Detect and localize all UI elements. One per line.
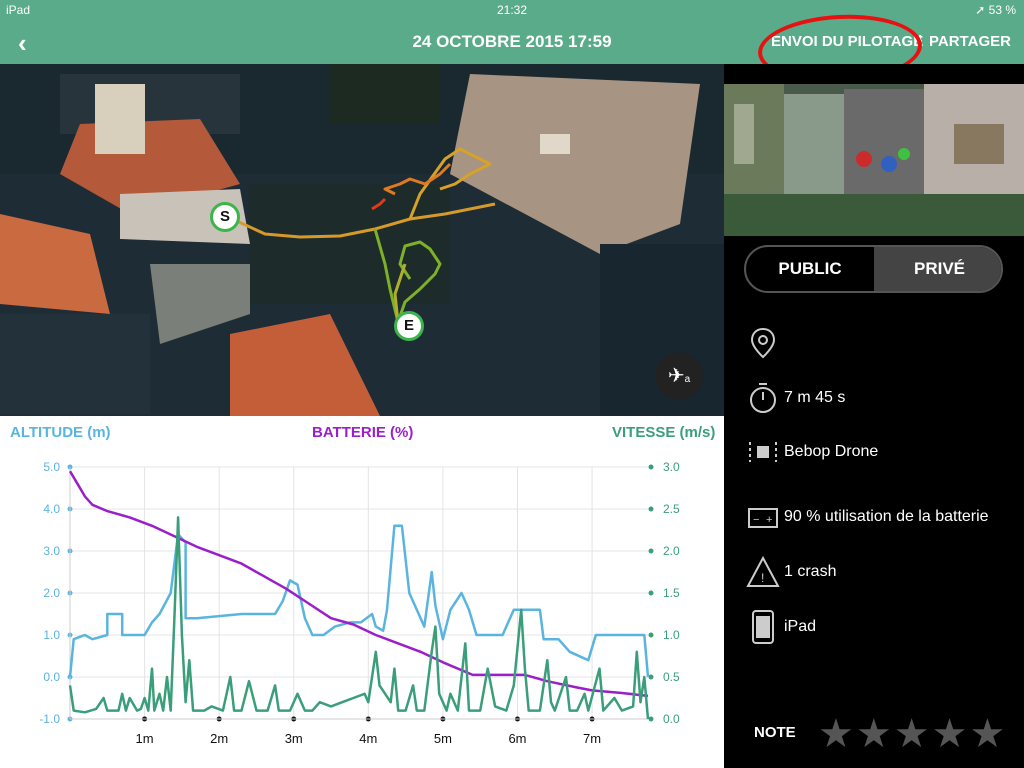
chart-plot: 5.0 4.0 3.0 2.0 1.0 0.0 -1.0 3.0 2.5 2.0 1.5 1.0 0.5… xyxy=(39,460,680,746)
drone-model: Bebop Drone xyxy=(784,443,879,460)
stopwatch-icon xyxy=(750,383,776,413)
drone-icon xyxy=(749,442,777,462)
star-1-icon[interactable]: ★ xyxy=(818,712,854,756)
star-5-icon[interactable]: ★ xyxy=(969,712,1006,756)
left-tick-label: 0.0 xyxy=(43,670,60,684)
right-tick-label: 1.0 xyxy=(663,628,680,642)
speed-series-line xyxy=(68,516,650,720)
battery-level: ➚ 53 % xyxy=(975,3,1016,17)
satellite-icon: ✈ xyxy=(667,365,685,387)
duration-value: 7 m 45 s xyxy=(784,389,846,406)
device-name-value: iPad xyxy=(784,618,817,635)
right-tick-dot xyxy=(648,548,654,554)
x-tick-label: 3m xyxy=(285,731,303,746)
flight-map[interactable]: S E ✈a xyxy=(0,64,724,416)
speed-title: VITESSE (m/s) xyxy=(612,424,716,441)
location-pin-icon xyxy=(750,327,776,359)
status-bar: iPad 21:32 ➚ 53 % xyxy=(0,0,1024,20)
end-marker[interactable]: E xyxy=(394,311,424,341)
flight-thumbnail[interactable] xyxy=(724,64,1024,236)
right-tick-dot xyxy=(648,632,654,638)
start-marker[interactable]: S xyxy=(210,202,240,232)
send-flight-button[interactable]: ENVOI DU PILOTAGE xyxy=(771,33,924,50)
right-tick-dot xyxy=(648,506,654,512)
right-tick-dot xyxy=(648,716,654,722)
crash-count: 1 crash xyxy=(784,563,837,580)
battery-icon: − + xyxy=(748,508,778,528)
right-tick-dot xyxy=(648,674,654,680)
back-button[interactable]: ‹ xyxy=(18,28,27,59)
navigation-bar: ‹ 24 OCTOBRE 2015 17:59 ENVOI DU PILOTAG… xyxy=(0,20,1024,64)
svg-text:+: + xyxy=(766,514,772,526)
left-tick-label: 2.0 xyxy=(43,586,60,600)
altitude-series-line xyxy=(68,524,650,678)
right-tick-label: 0.0 xyxy=(663,712,680,726)
x-tick-label: 2m xyxy=(210,731,228,746)
star-2-icon[interactable]: ★ xyxy=(855,712,892,756)
rating-stars: ★★★★★ xyxy=(818,712,1007,756)
left-tick-label: -1.0 xyxy=(39,712,60,726)
page-title: 24 OCTOBRE 2015 17:59 xyxy=(412,32,612,51)
battery-usage-value: 90 % utilisation de la batterie xyxy=(784,508,989,525)
x-tick-label: 5m xyxy=(434,731,452,746)
private-option[interactable]: PRIVÉ xyxy=(874,247,1001,291)
tablet-icon xyxy=(752,610,774,644)
public-option[interactable]: PUBLIC xyxy=(778,259,842,278)
left-tick-label: 3.0 xyxy=(43,544,60,558)
left-tick-label: 1.0 xyxy=(43,628,60,642)
battery-series-line xyxy=(68,470,649,698)
right-tick-label: 2.0 xyxy=(663,544,680,558)
location-arrow-icon: ➚ xyxy=(975,3,989,17)
x-tick-label: 6m xyxy=(508,731,526,746)
visibility-toggle: PUBLIC PRIVÉ xyxy=(744,245,1003,293)
device-name: iPad xyxy=(6,3,31,17)
right-tick-dot xyxy=(648,590,654,596)
nav-separator: | xyxy=(918,33,923,50)
satellite-toggle-button[interactable]: ✈a xyxy=(655,352,703,400)
right-tick-label: 3.0 xyxy=(663,460,680,474)
x-tick-label: 7m xyxy=(583,731,601,746)
share-button[interactable]: PARTAGER xyxy=(929,33,1011,50)
star-3-icon[interactable]: ★ xyxy=(893,712,930,756)
flight-chart: ALTITUDE (m) BATTERIE (%) VITESSE (m/s) … xyxy=(0,416,724,768)
x-tick-label: 1m xyxy=(136,731,154,746)
warning-icon: ! xyxy=(746,555,780,587)
right-tick-label: 0.5 xyxy=(663,670,680,684)
rating-label: NOTE xyxy=(754,724,796,741)
altitude-title: ALTITUDE (m) xyxy=(10,424,111,441)
right-tick-dot xyxy=(648,464,654,470)
left-tick-label: 5.0 xyxy=(43,460,60,474)
flight-details-panel: PUBLIC PRIVÉ 7 m 45 s Bebop Drone − + 90 … xyxy=(724,64,1024,768)
left-tick-label: 4.0 xyxy=(43,502,60,516)
svg-text:−: − xyxy=(753,514,759,526)
svg-text:!: ! xyxy=(761,571,764,585)
battery-title: BATTERIE (%) xyxy=(312,424,414,441)
map-image xyxy=(0,64,724,416)
chevron-left-icon: ‹ xyxy=(18,28,27,58)
status-time: 21:32 xyxy=(496,3,528,17)
star-4-icon[interactable]: ★ xyxy=(931,712,968,756)
x-tick-label: 4m xyxy=(359,731,377,746)
right-tick-label: 1.5 xyxy=(663,586,680,600)
right-tick-label: 2.5 xyxy=(663,502,680,516)
